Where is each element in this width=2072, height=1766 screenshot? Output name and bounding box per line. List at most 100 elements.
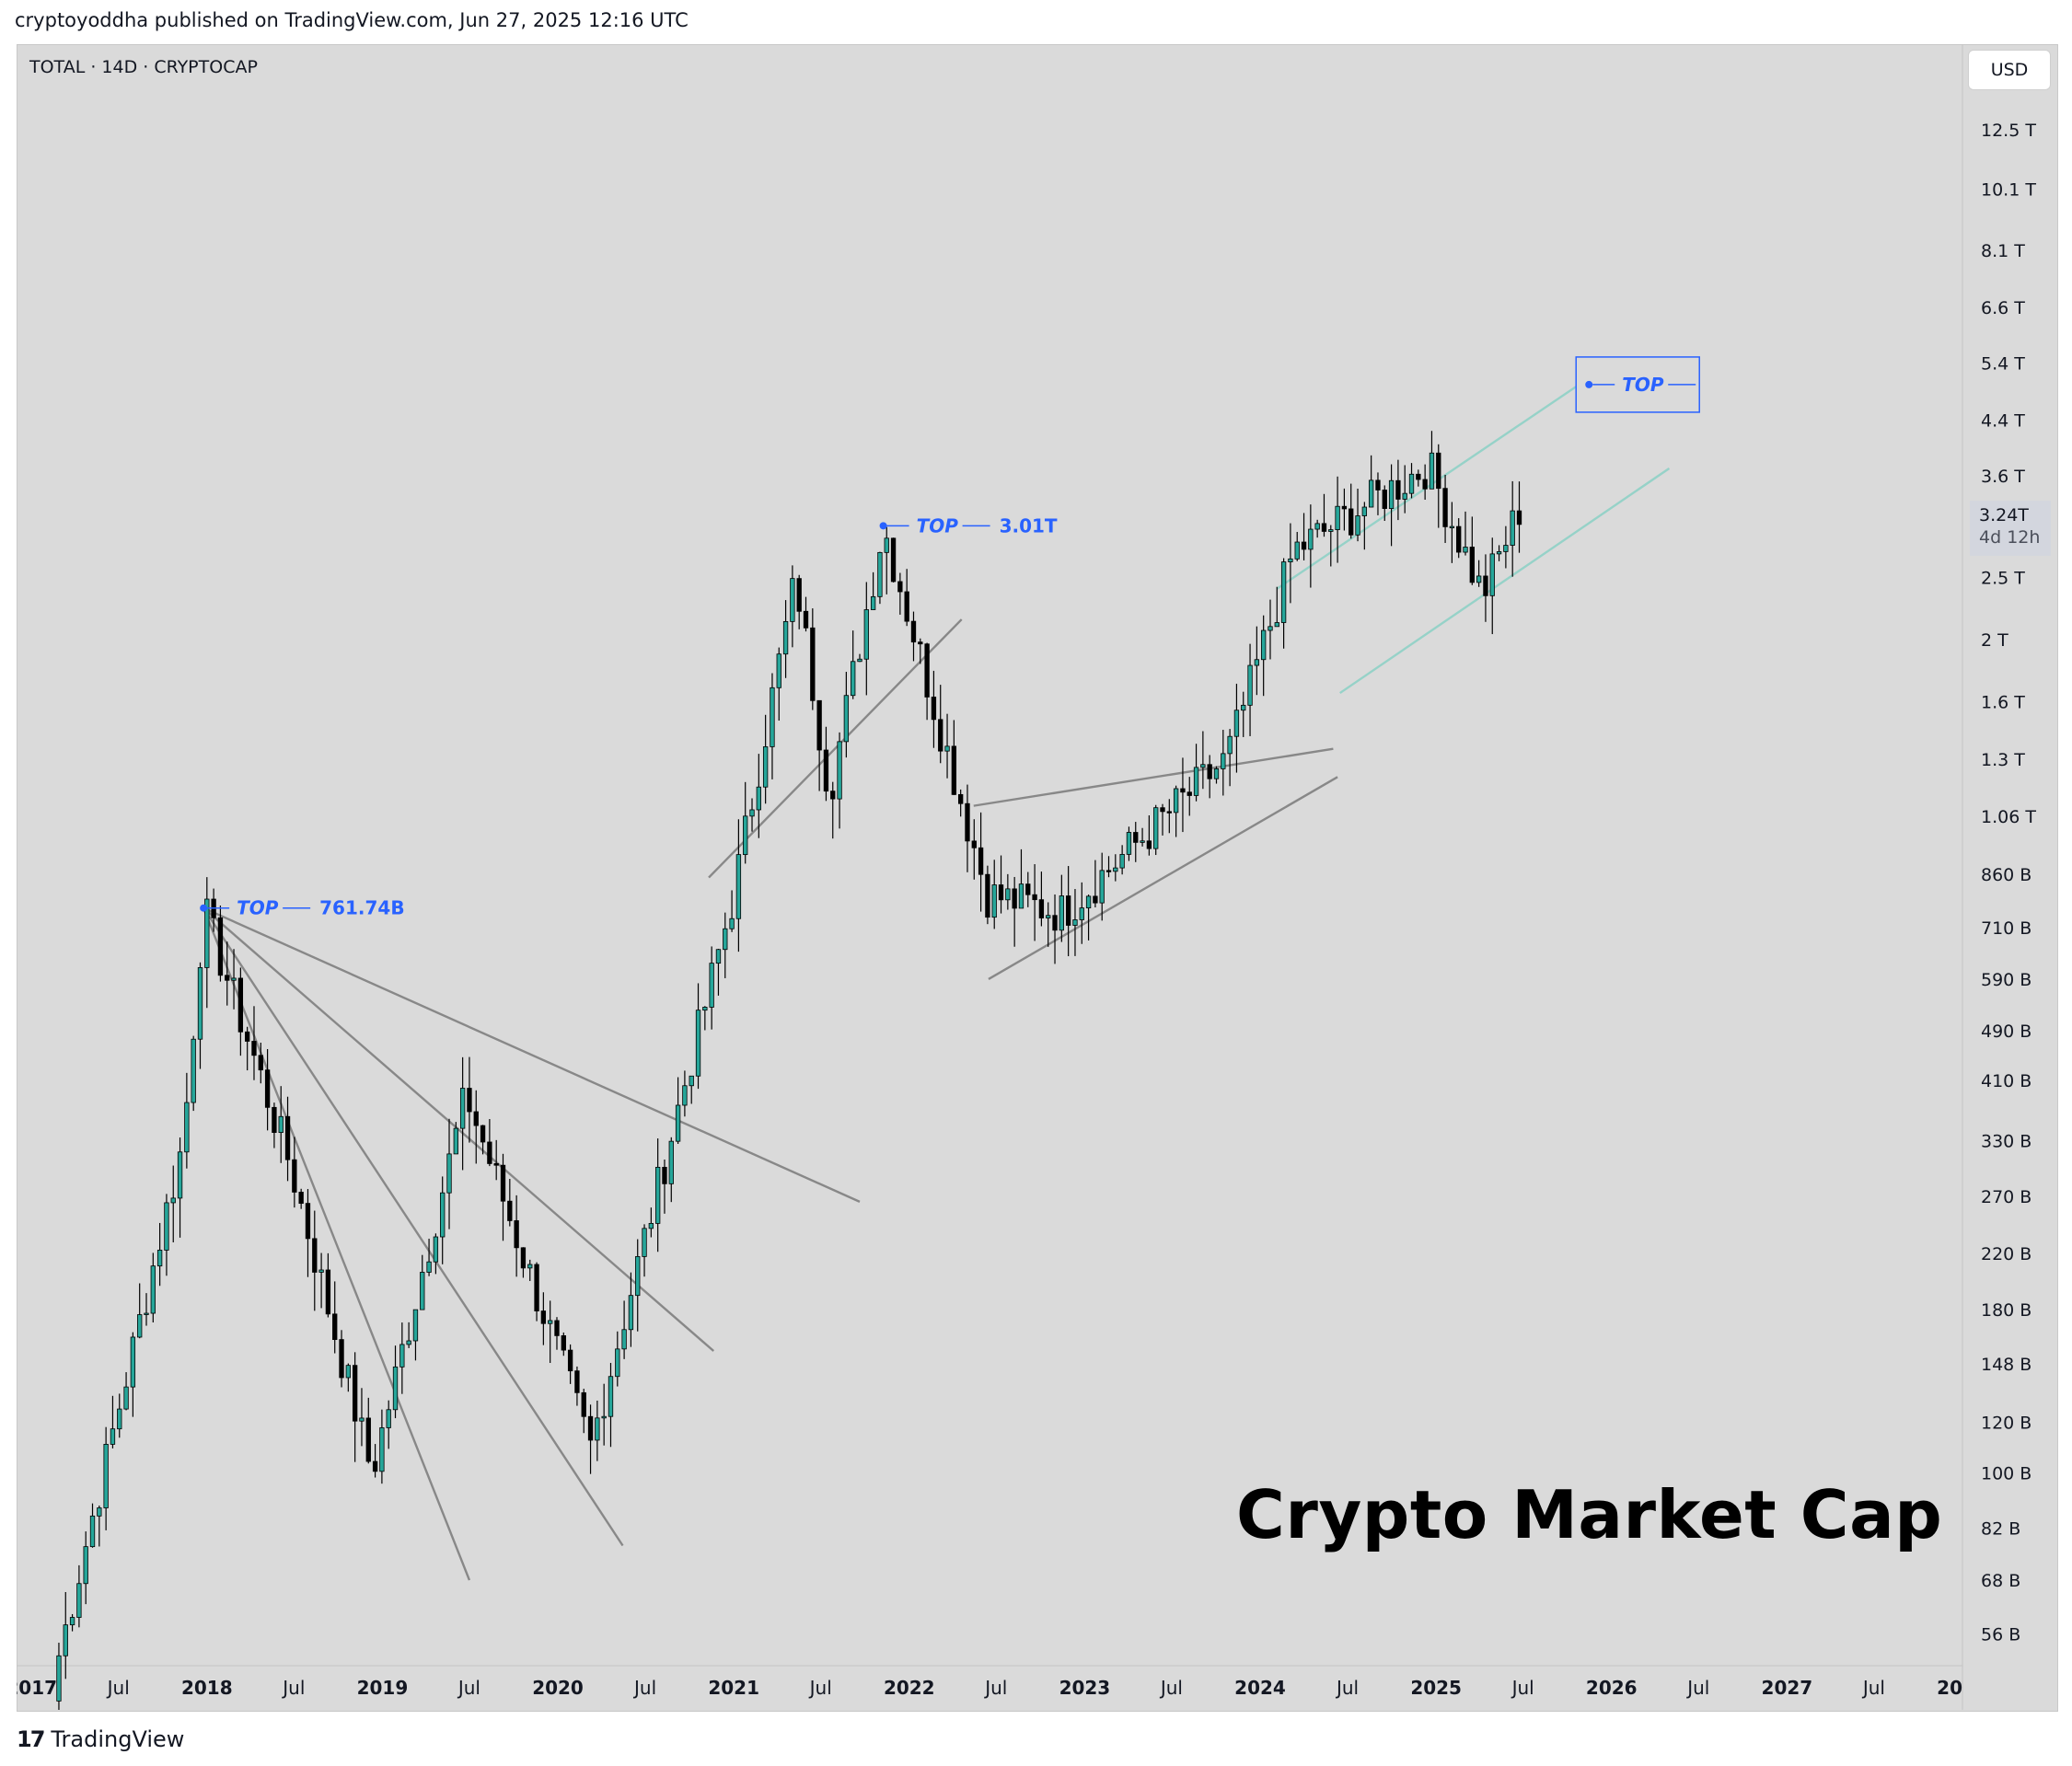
candle	[682, 1070, 688, 1117]
candle	[339, 1330, 344, 1388]
candle-body	[164, 1202, 169, 1251]
x-tick-label: Jul	[808, 1677, 832, 1699]
candle	[231, 949, 237, 1010]
candle-body	[137, 1314, 143, 1338]
candle	[103, 1426, 109, 1530]
candlesticks	[56, 431, 1522, 1710]
candle-body	[1456, 525, 1462, 553]
candle	[1361, 502, 1368, 550]
candle-body	[245, 1031, 250, 1042]
candle	[197, 962, 203, 1069]
candle	[1476, 560, 1482, 587]
candle	[695, 983, 701, 1090]
candle	[1328, 525, 1334, 567]
candle	[1166, 799, 1172, 834]
candle-body	[870, 595, 876, 610]
y-tick-label: 270 B	[1981, 1187, 2031, 1207]
candle-body	[453, 1127, 458, 1155]
candle-body	[884, 537, 889, 553]
footer-brand[interactable]: TradingView	[51, 1726, 185, 1752]
x-tick-label: 2023	[1059, 1677, 1111, 1699]
candle	[1335, 476, 1340, 563]
candle-body	[1341, 505, 1348, 510]
candle	[332, 1281, 338, 1354]
x-tick-label: 2019	[357, 1677, 409, 1699]
candle	[904, 569, 909, 627]
candle-body	[1105, 870, 1112, 872]
candle-body	[1274, 622, 1279, 628]
candle	[305, 1189, 311, 1277]
candle-body	[1449, 525, 1455, 529]
candle	[1153, 804, 1159, 856]
candle-body	[1153, 807, 1159, 849]
y-tick-label: 490 B	[1981, 1022, 2031, 1042]
candle	[1052, 894, 1058, 964]
candle	[467, 1056, 472, 1143]
candle	[144, 1293, 149, 1326]
candle-body	[1469, 547, 1475, 583]
candle	[1126, 826, 1132, 861]
candle	[1449, 502, 1455, 563]
candle-body	[675, 1104, 681, 1142]
candle	[76, 1564, 82, 1628]
time-axis[interactable]: 2017 Jul 2018 Jul 2019 Jul 2020 Jul 2021 Jul 2022 J…	[17, 1677, 1962, 1699]
y-tick-label: 10.1 T	[1981, 179, 2036, 200]
candle-body	[123, 1386, 129, 1410]
y-tick-label: 82 B	[1981, 1518, 2020, 1539]
candle-body	[823, 749, 829, 792]
candle	[1173, 785, 1179, 837]
candle-body	[790, 578, 795, 622]
candle	[615, 1331, 620, 1387]
candle-body	[863, 609, 869, 660]
price-axis[interactable]: 15 T12.5 T10.1 T8.1 T6.6 T5.4 T4.4 T3.6 …	[1981, 70, 2036, 1645]
candle	[662, 1159, 667, 1214]
chart-title-watermark: Crypto Market Cap	[1236, 1476, 1943, 1553]
candle	[1388, 464, 1395, 547]
candle-body	[635, 1256, 641, 1297]
candle	[251, 1006, 257, 1080]
y-tick-label: 180 B	[1981, 1300, 2031, 1321]
candle	[1213, 766, 1220, 784]
candle-body	[1314, 523, 1320, 530]
candle-body	[1402, 492, 1407, 500]
candle-body	[1321, 523, 1327, 532]
candle	[709, 946, 714, 1030]
candle-body	[1301, 541, 1307, 550]
candle-body	[1408, 473, 1415, 494]
bar-countdown: 4d 12h	[1979, 527, 2041, 548]
symbol-label[interactable]: TOTAL · 14D · CRYPTOCAP	[29, 57, 258, 77]
currency-button[interactable]: USD	[1968, 50, 2051, 90]
footer[interactable]: 17 TradingView	[17, 1726, 184, 1752]
chart-pane[interactable]	[17, 44, 2058, 1712]
candle-body	[144, 1312, 149, 1315]
candle-body	[1200, 764, 1206, 768]
candle	[729, 890, 735, 932]
candle-body	[520, 1247, 527, 1269]
candle	[63, 1591, 68, 1679]
y-tick-label: 410 B	[1981, 1071, 2031, 1091]
candle	[648, 1207, 654, 1238]
x-tick-label: 2021	[708, 1677, 759, 1699]
y-tick-label: 330 B	[1981, 1132, 2031, 1152]
candle-body	[433, 1236, 439, 1263]
fan-line-3	[203, 906, 715, 1352]
tradingview-logo-icon[interactable]: 17	[17, 1726, 45, 1752]
candle-body	[648, 1222, 654, 1229]
top-annotation-dot	[879, 522, 887, 530]
candle-body	[595, 1417, 600, 1441]
candle-body	[1489, 553, 1495, 596]
candle-body	[1361, 506, 1368, 516]
candle-body	[851, 661, 856, 697]
candle	[1133, 822, 1139, 862]
candle	[164, 1194, 169, 1276]
candle	[756, 754, 761, 838]
candle	[318, 1252, 324, 1309]
y-tick-label: 12.5 T	[1981, 121, 2036, 141]
candle	[420, 1254, 425, 1310]
candle-body	[1349, 508, 1354, 536]
candle	[924, 642, 930, 721]
x-tick-label: 20	[1937, 1677, 1962, 1699]
candle	[595, 1400, 600, 1461]
x-tick-label: Jul	[1861, 1677, 1885, 1699]
